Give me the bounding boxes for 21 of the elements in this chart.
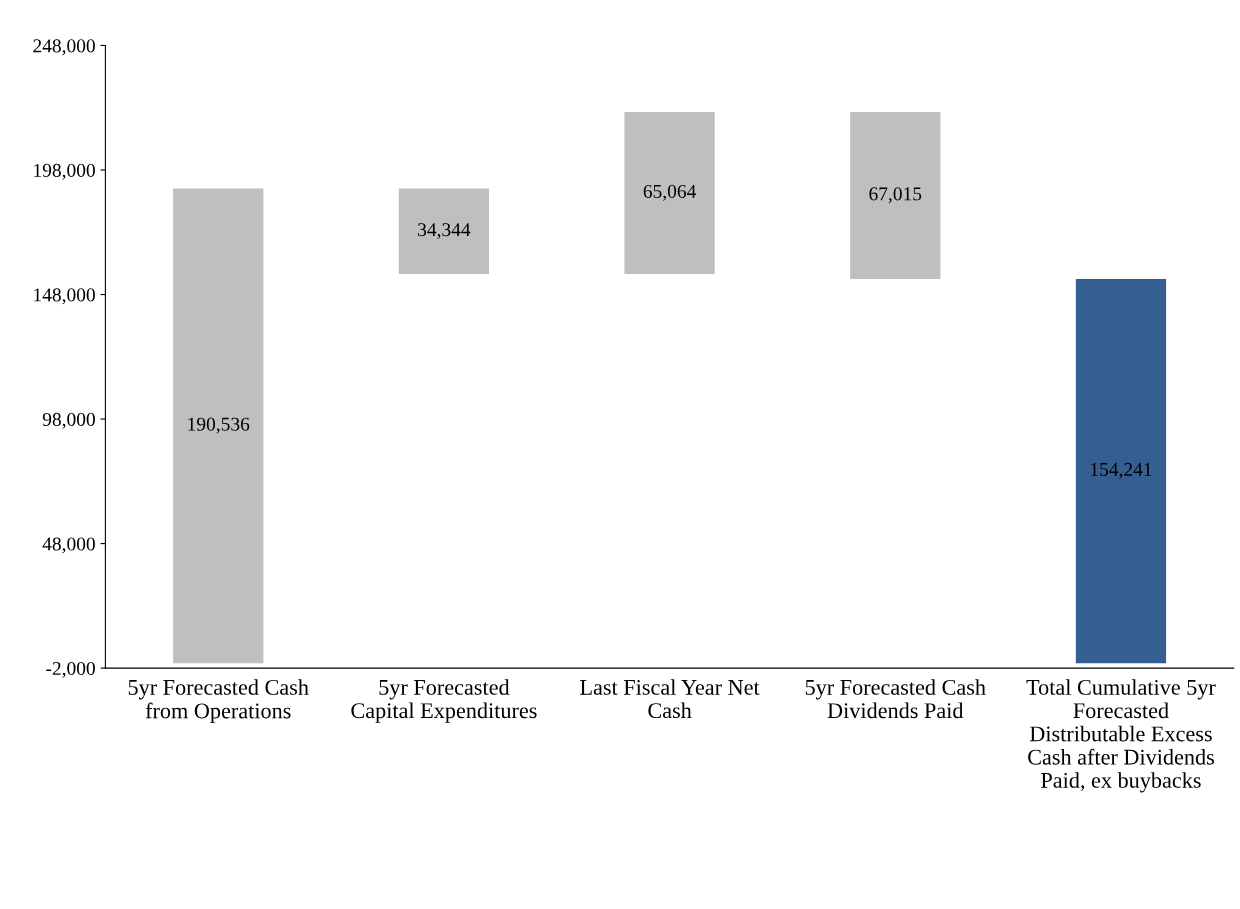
data-label: 67,015 — [869, 187, 922, 204]
x-tick-label: 5yr Forecasted Cash from Operations — [128, 679, 309, 723]
y-tick-label: 48,000 — [42, 537, 95, 554]
x-tick-label: 5yr Forecasted Cash Dividends Paid — [805, 679, 986, 719]
x-tick-label: Last Fiscal Year Net Cash — [580, 679, 760, 719]
bar — [850, 112, 941, 279]
y-tick-label: 198,000 — [34, 163, 95, 180]
bar — [1075, 278, 1167, 664]
bar — [398, 188, 490, 275]
y-tick-label: 248,000 — [33, 39, 95, 56]
x-tick-label: 5yr Forecasted Capital Expenditures — [351, 679, 537, 723]
y-tick-label: -2,000 — [46, 661, 95, 678]
data-label: 154,241 — [1091, 462, 1152, 479]
bar — [173, 188, 264, 664]
x-tick-label: Total Cumulative 5yr Forecasted Distributable Excess Cash after Dividends Paid, ex buybacks — [1026, 679, 1216, 793]
bar — [624, 112, 715, 275]
data-label: 34,344 — [418, 223, 471, 240]
y-tick-label: 148,000 — [34, 288, 95, 305]
data-label: 65,064 — [643, 184, 697, 201]
y-tick-label: 98,000 — [42, 412, 95, 429]
data-label: 190,536 — [188, 417, 250, 434]
